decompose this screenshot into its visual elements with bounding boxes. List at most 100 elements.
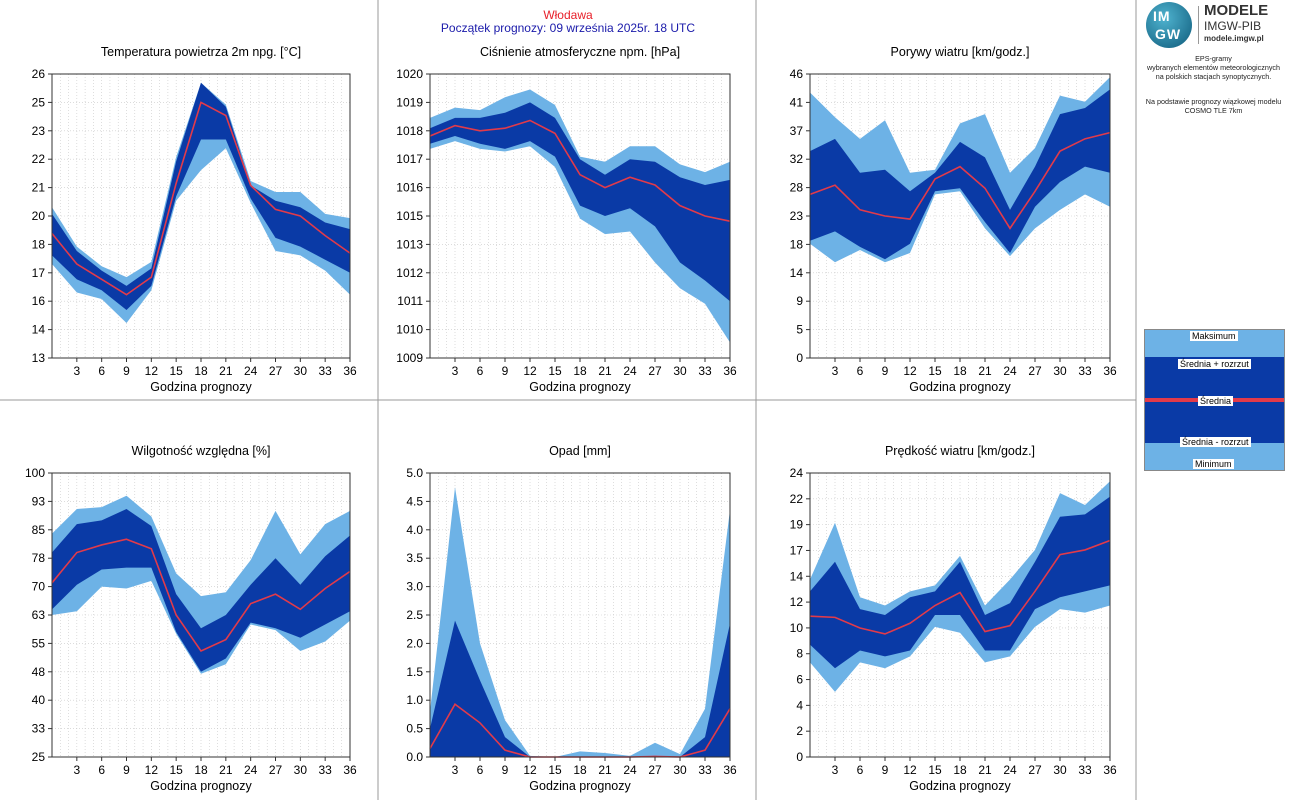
y-tick-label: 1020 (396, 67, 423, 81)
y-tick-label: 5 (796, 323, 803, 337)
y-tick-label: 55 (32, 636, 46, 650)
logo-separator (1198, 6, 1199, 44)
x-tick-label: 15 (928, 763, 942, 777)
sidebar-text-2: wybranych elementów meteorologicznych (1146, 63, 1281, 72)
y-tick-label: 5.0 (406, 466, 423, 480)
x-tick-label: 33 (698, 364, 712, 378)
x-tick-label: 21 (598, 763, 612, 777)
x-tick-label: 24 (1003, 364, 1017, 378)
x-axis-label: Godzina prognozy (909, 380, 1011, 394)
x-tick-label: 9 (882, 763, 889, 777)
y-tick-label: 16 (32, 294, 46, 308)
spread-band (52, 508, 350, 672)
spread-band (52, 82, 350, 310)
x-tick-label: 27 (648, 763, 662, 777)
spread-band (430, 102, 730, 302)
y-tick-label: 3.5 (406, 551, 423, 565)
y-tick-label: 4.5 (406, 494, 423, 508)
y-tick-label: 12 (790, 595, 804, 609)
x-tick-label: 21 (219, 364, 233, 378)
logo-mark-bottom: GW (1155, 26, 1182, 42)
x-tick-label: 12 (523, 364, 537, 378)
y-tick-label: 1019 (396, 95, 423, 109)
x-tick-label: 9 (123, 763, 130, 777)
x-tick-label: 12 (145, 364, 159, 378)
x-tick-label: 15 (928, 364, 942, 378)
chart-precipitation: 0.00.51.01.52.02.53.03.54.04.55.03 6 9 12 15… (406, 444, 737, 793)
x-tick-label: 21 (598, 364, 612, 378)
mean-line (429, 119, 731, 222)
y-tick-label: 25 (32, 95, 46, 109)
y-tick-label: 0 (796, 351, 803, 365)
x-tick-label: 3 (452, 364, 459, 378)
x-tick-label: 3 (832, 364, 839, 378)
chart-title: Temperatura powietrza 2m npg. [°C] (101, 45, 301, 59)
y-tick-label: 17 (790, 543, 804, 557)
y-tick-label: 1010 (396, 323, 423, 337)
chart-title: Porywy wiatru [km/godz.] (891, 45, 1030, 59)
x-tick-label: 9 (123, 364, 130, 378)
x-tick-label: 15 (169, 763, 183, 777)
y-tick-label: 4.0 (406, 523, 423, 537)
x-tick-label: 18 (953, 763, 967, 777)
y-tick-label: 93 (32, 494, 46, 508)
y-tick-label: 17 (32, 266, 46, 280)
y-tick-label: 0.5 (406, 722, 423, 736)
x-tick-label: 36 (343, 364, 357, 378)
x-tick-label: 36 (723, 364, 737, 378)
y-tick-label: 33 (32, 722, 46, 736)
y-tick-label: 4 (796, 698, 803, 712)
logo-subtitle: IMGW-PIB (1204, 19, 1262, 33)
x-tick-label: 15 (169, 364, 183, 378)
y-tick-label: 9 (796, 294, 803, 308)
y-tick-label: 100 (25, 466, 45, 480)
x-tick-label: 27 (269, 763, 283, 777)
x-tick-label: 6 (98, 364, 105, 378)
x-tick-label: 36 (723, 763, 737, 777)
x-tick-label: 33 (1078, 763, 1092, 777)
legend-label-upper: Średnia + rozrzut (1178, 359, 1251, 369)
x-tick-label: 27 (1028, 763, 1042, 777)
x-tick-label: 24 (623, 763, 637, 777)
x-tick-label: 9 (502, 763, 509, 777)
mean-line (51, 538, 351, 652)
station-name: Włodawa (543, 8, 593, 22)
y-tick-label: 14 (790, 266, 804, 280)
sidebar-text-1: EPS-gramy (1195, 54, 1232, 63)
x-tick-label: 33 (318, 364, 332, 378)
x-tick-label: 12 (145, 763, 159, 777)
y-tick-label: 0 (796, 750, 803, 764)
y-tick-label: 23 (32, 124, 46, 138)
y-tick-label: 24 (790, 466, 804, 480)
x-tick-label: 30 (673, 763, 687, 777)
x-tick-label: 24 (1003, 763, 1017, 777)
chart-title: Ciśnienie atmosferyczne npm. [hPa] (480, 45, 680, 59)
y-tick-label: 1011 (397, 294, 423, 308)
x-tick-label: 12 (903, 364, 917, 378)
chart-title: Opad [mm] (549, 444, 611, 458)
x-tick-label: 21 (978, 364, 992, 378)
chart-pressure: 1009 1010 1011 1012 1013 1015 1016 1017 1018 1019… (396, 45, 737, 394)
x-tick-label: 24 (244, 364, 258, 378)
x-tick-label: 18 (953, 364, 967, 378)
y-tick-label: 18 (790, 237, 804, 251)
y-tick-label: 8 (796, 647, 803, 661)
x-tick-label: 30 (294, 763, 308, 777)
x-tick-label: 3 (73, 364, 80, 378)
y-tick-label: 18 (32, 237, 46, 251)
x-tick-label: 36 (1103, 763, 1117, 777)
x-tick-label: 21 (978, 763, 992, 777)
x-tick-label: 6 (477, 364, 484, 378)
x-tick-label: 33 (318, 763, 332, 777)
y-tick-label: 78 (32, 551, 46, 565)
x-tick-label: 27 (269, 364, 283, 378)
spread-band (810, 496, 1110, 669)
y-tick-label: 3.0 (406, 580, 423, 594)
mean-line (809, 539, 1111, 635)
logo-mark-top: IM (1153, 8, 1171, 24)
y-tick-label: 2.0 (406, 636, 423, 650)
x-tick-label: 6 (857, 763, 864, 777)
